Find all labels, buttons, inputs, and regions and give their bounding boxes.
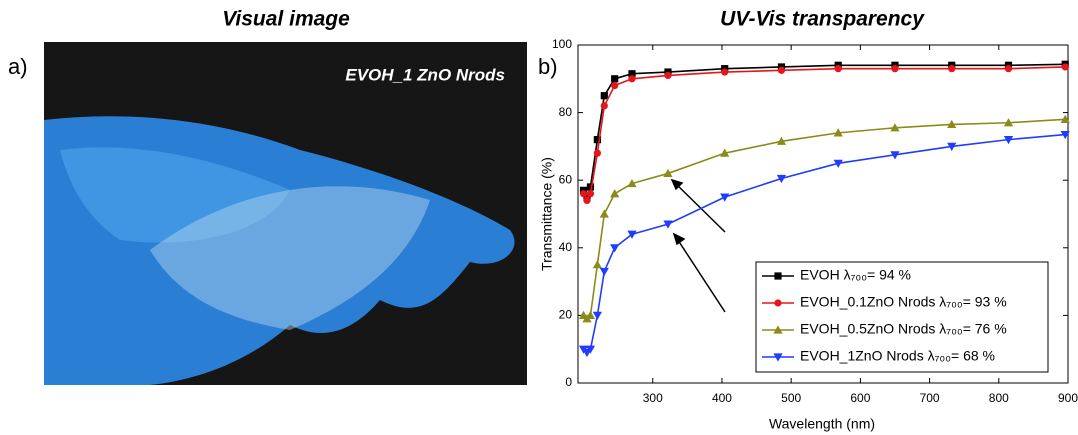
x-tick-label: 700 <box>920 391 940 405</box>
y-tick-label: 0 <box>565 375 572 389</box>
photo-caption: EVOH_1 ZnO Nrods <box>345 65 505 84</box>
legend-label: EVOH_1ZnO Nrods λ₇₀₀= 68 % <box>800 348 995 364</box>
marker <box>600 268 609 276</box>
marker <box>774 299 781 306</box>
marker <box>835 65 842 72</box>
marker <box>594 150 601 157</box>
y-tick-label: 60 <box>559 172 573 186</box>
arrow <box>672 180 725 232</box>
marker <box>587 190 594 197</box>
x-tick-label: 900 <box>1058 391 1078 405</box>
chart-title: UV-Vis transparency <box>720 8 925 31</box>
arrowhead <box>674 234 684 244</box>
y-tick-label: 100 <box>552 37 572 51</box>
series-line <box>584 67 1066 201</box>
marker <box>611 82 618 89</box>
y-tick-label: 20 <box>559 308 573 322</box>
marker <box>774 272 781 279</box>
photo-title: Visual image <box>222 8 350 31</box>
marker <box>610 244 619 252</box>
legend-label: EVOH_0.1ZnO Nrods λ₇₀₀= 93 % <box>800 294 1007 310</box>
figure: Visual image a) EVOH_1 ZnO Nrods UV-Vis … <box>0 0 1078 435</box>
arrows <box>672 180 725 312</box>
x-tick-label: 500 <box>781 391 801 405</box>
marker <box>891 65 898 72</box>
marker <box>610 189 619 197</box>
arrow <box>674 234 725 312</box>
x-tick-label: 800 <box>989 391 1009 405</box>
marker <box>601 92 608 99</box>
legend-label: EVOH λ₇₀₀= 94 % <box>800 267 911 283</box>
marker <box>583 197 590 204</box>
marker <box>601 102 608 109</box>
marker <box>628 75 635 82</box>
page: Visual image a) EVOH_1 ZnO Nrods UV-Vis … <box>0 0 1078 435</box>
y-axis-label: Transmittance (%) <box>539 157 555 271</box>
y-tick-label: 40 <box>559 240 573 254</box>
marker <box>720 194 729 202</box>
marker <box>1062 63 1069 70</box>
marker <box>611 75 618 82</box>
marker <box>948 65 955 72</box>
y-tick-label: 80 <box>559 105 573 119</box>
marker <box>664 72 671 79</box>
marker <box>1005 65 1012 72</box>
x-axis-label: Wavelength (nm) <box>769 416 875 432</box>
x-tick-label: 300 <box>643 391 663 405</box>
panel-label: b) <box>538 54 558 79</box>
x-tick-label: 600 <box>850 391 870 405</box>
panel-label: a) <box>8 54 28 79</box>
marker <box>600 209 609 217</box>
x-tick-label: 400 <box>712 391 732 405</box>
marker <box>593 260 602 268</box>
marker <box>721 68 728 75</box>
marker <box>778 67 785 74</box>
photo: EVOH_1 ZnO Nrods <box>44 42 527 385</box>
marker <box>580 190 587 197</box>
legend-label: EVOH_0.5ZnO Nrods λ₇₀₀= 76 % <box>800 321 1007 337</box>
